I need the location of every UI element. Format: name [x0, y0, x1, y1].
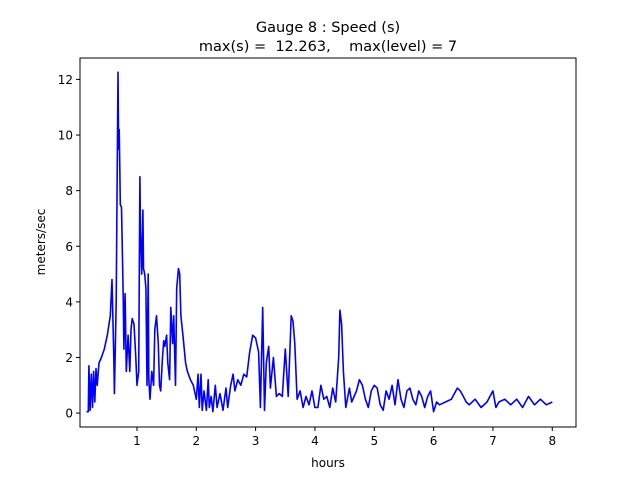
axes-frame [79, 57, 577, 428]
x-axis-label: hours [311, 456, 345, 470]
y-axis: 0 2 4 6 8 10 12 [58, 73, 80, 421]
plot-area [86, 71, 553, 413]
x-tick-label: 5 [370, 434, 378, 448]
chart-subtitle: max(s) = 12.263, max(level) = 7 [199, 39, 457, 55]
y-tick-label: 2 [65, 351, 73, 365]
y-tick-label: 8 [65, 184, 73, 198]
y-tick-label: 4 [65, 295, 73, 309]
y-tick-label: 12 [58, 73, 73, 87]
x-tick-label: 2 [192, 434, 200, 448]
x-tick-label: 8 [548, 434, 556, 448]
y-tick-label: 6 [65, 240, 73, 254]
y-tick-label: 0 [65, 407, 73, 421]
x-tick-label: 3 [252, 434, 260, 448]
series-line-speed [86, 71, 553, 413]
y-axis-label: meters/sec [34, 209, 48, 276]
x-axis: 1 2 3 4 5 6 7 8 [133, 427, 556, 448]
x-tick-label: 1 [133, 434, 141, 448]
x-tick-label: 7 [489, 434, 497, 448]
x-tick-label: 4 [311, 434, 319, 448]
y-tick-label: 10 [58, 129, 73, 143]
chart-title: Gauge 8 : Speed (s) [256, 20, 400, 36]
x-tick-label: 6 [430, 434, 438, 448]
